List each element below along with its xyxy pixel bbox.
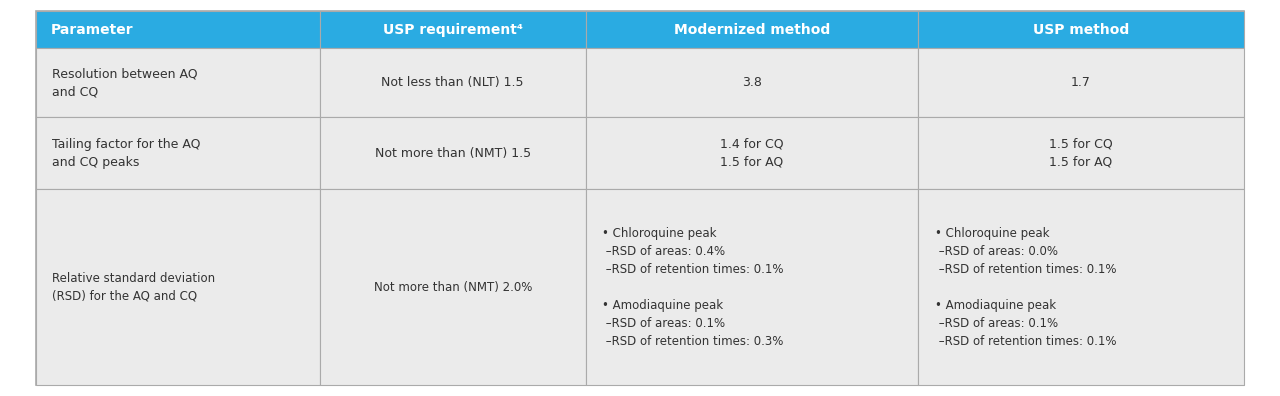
Bar <box>586 189 918 385</box>
Text: 3.8: 3.8 <box>742 76 762 89</box>
Bar <box>918 189 1244 385</box>
Text: • Chloroquine peak
 –RSD of areas: 0.0%
 –RSD of retention times: 0.1%

• Amodia: • Chloroquine peak –RSD of areas: 0.0% –… <box>934 227 1116 348</box>
Bar <box>36 48 320 117</box>
Text: Not more than (NMT) 1.5: Not more than (NMT) 1.5 <box>375 147 531 160</box>
Bar <box>586 11 918 48</box>
Text: Not less than (NLT) 1.5: Not less than (NLT) 1.5 <box>381 76 524 89</box>
Bar <box>36 189 320 385</box>
Bar <box>918 48 1244 117</box>
Bar <box>586 48 918 117</box>
Text: Modernized method: Modernized method <box>673 23 829 37</box>
Bar <box>586 117 918 189</box>
Text: Relative standard deviation
(RSD) for the AQ and CQ: Relative standard deviation (RSD) for th… <box>52 272 215 303</box>
Text: USP method: USP method <box>1033 23 1129 37</box>
Text: Tailing factor for the AQ
and CQ peaks: Tailing factor for the AQ and CQ peaks <box>52 138 201 169</box>
Bar <box>918 117 1244 189</box>
Text: 1.5 for CQ
1.5 for AQ: 1.5 for CQ 1.5 for AQ <box>1050 138 1112 169</box>
Bar <box>320 189 586 385</box>
Bar <box>320 48 586 117</box>
Text: Not more than (NMT) 2.0%: Not more than (NMT) 2.0% <box>374 281 532 294</box>
Bar <box>36 11 320 48</box>
Bar <box>320 117 586 189</box>
Text: 1.7: 1.7 <box>1071 76 1091 89</box>
Bar <box>36 117 320 189</box>
Text: Resolution between AQ
and CQ: Resolution between AQ and CQ <box>52 67 198 98</box>
Text: 1.4 for CQ
1.5 for AQ: 1.4 for CQ 1.5 for AQ <box>719 138 783 169</box>
Bar <box>918 11 1244 48</box>
Bar <box>320 11 586 48</box>
Text: USP requirement⁴: USP requirement⁴ <box>383 23 522 37</box>
Text: Parameter: Parameter <box>51 23 134 37</box>
Text: • Chloroquine peak
 –RSD of areas: 0.4%
 –RSD of retention times: 0.1%

• Amodia: • Chloroquine peak –RSD of areas: 0.4% –… <box>603 227 783 348</box>
